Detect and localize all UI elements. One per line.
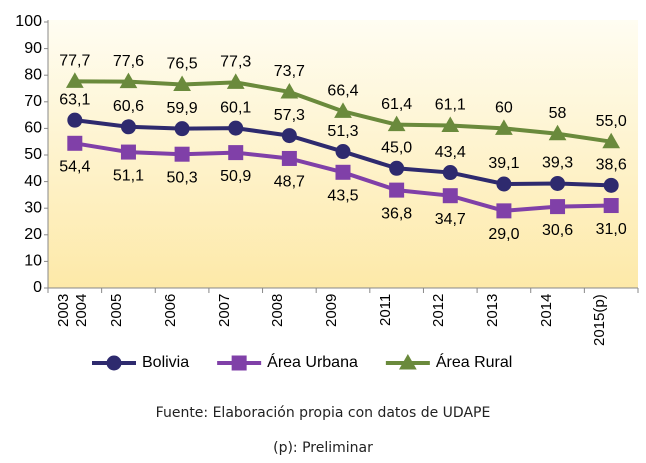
data-label: 43,5: [327, 188, 358, 205]
y-tick-label: 0: [33, 279, 42, 296]
data-label: 31,0: [596, 221, 627, 238]
data-label: 36,8: [381, 205, 412, 222]
x-tick-label: 2007: [215, 294, 233, 328]
data-label: 55,0: [596, 113, 627, 130]
legend-marker: [231, 355, 247, 371]
data-label: 63,1: [59, 91, 90, 108]
data-point: [442, 165, 458, 181]
data-label: 39,1: [488, 155, 519, 172]
y-tick-label: 100: [15, 13, 42, 30]
data-label: 50,9: [220, 168, 251, 185]
data-label: 59,9: [167, 100, 198, 117]
data-label: 57,3: [274, 107, 305, 124]
data-label: 54,4: [59, 159, 90, 176]
x-tick-label: 2014: [537, 294, 555, 328]
data-point: [441, 116, 460, 132]
legend-label: Área Urbana: [267, 352, 358, 371]
data-point: [226, 73, 245, 89]
x-tick-label: 2009: [323, 294, 340, 328]
x-tick-label: 2011: [376, 294, 394, 327]
x-tick-label: 2003 2004: [54, 294, 90, 328]
x-tick-label: 2005: [108, 294, 126, 328]
data-label: 60,6: [113, 98, 144, 115]
data-label: 77,6: [113, 53, 144, 70]
data-label: 77,3: [220, 54, 251, 71]
data-label: 43,4: [435, 144, 466, 161]
data-label: 60,1: [220, 99, 251, 116]
data-point: [602, 132, 621, 149]
legend-label: Bolivia: [142, 354, 189, 371]
data-label: 77,7: [59, 53, 90, 70]
data-point: [280, 82, 299, 99]
data-point: [334, 102, 352, 118]
data-label: 76,5: [167, 56, 198, 73]
data-point: [65, 72, 84, 88]
y-tick-label: 20: [24, 226, 42, 243]
y-tick-label: 10: [24, 253, 42, 270]
data-label: 29,0: [488, 226, 519, 243]
data-point: [120, 144, 136, 160]
y-tick-label: 30: [24, 199, 42, 216]
y-tick-label: 70: [24, 93, 42, 110]
data-label: 51,1: [113, 167, 144, 184]
data-label: 51,3: [327, 123, 358, 140]
x-tick-label: 2015(p): [591, 294, 609, 346]
data-point: [603, 198, 619, 214]
data-point: [387, 115, 406, 132]
x-tick-label: 2008: [269, 294, 287, 328]
data-point: [389, 182, 405, 198]
data-label: 48,7: [274, 174, 305, 191]
data-point: [228, 120, 244, 136]
data-point: [281, 150, 297, 166]
data-point: [120, 119, 136, 135]
data-point: [174, 121, 190, 137]
data-label: 50,3: [167, 169, 198, 186]
data-point: [335, 144, 351, 160]
data-point: [496, 176, 512, 192]
data-point: [550, 199, 566, 215]
data-point: [495, 119, 513, 135]
legend-marker: [106, 355, 122, 371]
data-point: [496, 203, 512, 219]
data-point: [335, 164, 351, 180]
y-tick-label: 80: [24, 66, 42, 83]
data-label: 38,6: [596, 157, 627, 174]
data-label: 73,7: [274, 63, 305, 80]
data-label: 61,4: [381, 96, 412, 113]
data-point: [389, 160, 405, 176]
note: (p): Preliminar: [273, 440, 373, 456]
data-label: 39,3: [542, 155, 573, 172]
source: Fuente: Elaboración propia con datos de …: [155, 405, 491, 421]
data-point: [228, 145, 244, 161]
data-point: [550, 175, 566, 191]
data-point: [119, 72, 138, 89]
data-label: 34,7: [435, 211, 466, 228]
y-tick-label: 90: [24, 40, 42, 57]
data-point: [67, 135, 83, 151]
data-label: 61,1: [435, 97, 466, 114]
x-tick-label: 2013: [483, 294, 501, 328]
data-label: 60: [495, 100, 513, 117]
x-tick-label: 2006: [162, 294, 180, 328]
data-label: 45,0: [381, 140, 412, 157]
data-point: [173, 75, 191, 92]
legend-label: Área Rural: [436, 352, 512, 371]
data-point: [281, 128, 297, 144]
data-point: [442, 188, 458, 204]
data-label: 30,6: [542, 222, 573, 239]
y-tick-label: 50: [24, 146, 42, 163]
data-point: [174, 146, 190, 162]
legend-marker: [398, 353, 417, 370]
data-point: [603, 177, 619, 193]
y-tick-label: 60: [24, 120, 42, 137]
data-point: [548, 124, 567, 141]
x-tick-label: 2012: [430, 294, 448, 328]
data-label: 58: [549, 105, 567, 122]
data-label: 66,4: [327, 83, 358, 100]
y-tick-label: 40: [24, 173, 42, 190]
data-point: [67, 112, 83, 128]
